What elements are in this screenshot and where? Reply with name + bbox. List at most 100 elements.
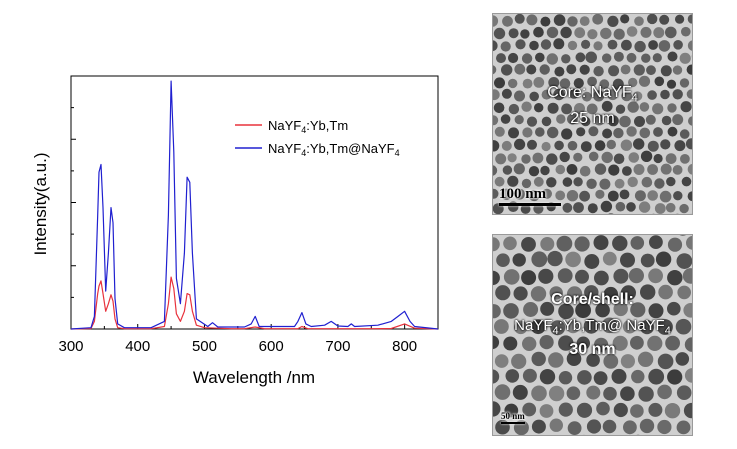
tem-core-title-text: Core: NaYF xyxy=(547,84,632,101)
nanoparticle xyxy=(493,27,506,40)
nanoparticle xyxy=(634,116,645,127)
nanoparticle xyxy=(620,64,631,75)
series-line-1 xyxy=(70,276,439,330)
nanoparticle xyxy=(633,164,645,175)
nanoparticle xyxy=(520,29,530,39)
tem-image-core: Core: NaYF4 25 nm 100 nm xyxy=(492,13,693,215)
nanoparticle xyxy=(508,28,519,39)
nanoparticle xyxy=(514,115,524,125)
nanoparticle xyxy=(567,113,578,125)
nanoparticle xyxy=(627,101,639,113)
nanoparticle xyxy=(539,335,554,350)
nanoparticle xyxy=(638,75,651,87)
nanoparticle xyxy=(493,89,500,101)
nanoparticle xyxy=(561,103,572,115)
nanoparticle xyxy=(494,384,511,400)
nanoparticle xyxy=(502,15,513,27)
nanoparticle xyxy=(514,90,525,102)
nanoparticle xyxy=(654,76,665,87)
nanoparticle xyxy=(549,286,563,300)
nanoparticle xyxy=(661,115,672,126)
nanoparticle xyxy=(613,153,625,165)
nanoparticle xyxy=(626,126,637,137)
nanoparticle xyxy=(511,353,527,369)
nanoparticle xyxy=(513,286,528,301)
nanoparticle xyxy=(667,270,683,286)
nanoparticle xyxy=(494,319,509,334)
nanoparticle xyxy=(567,140,578,151)
nanoparticle xyxy=(688,116,692,126)
nanoparticle xyxy=(575,269,589,284)
legend-label-1: NaYF4:Yb,Tm xyxy=(268,118,348,135)
tem-core-title-subscript: 4 xyxy=(631,92,638,105)
series-lines xyxy=(70,80,439,330)
nanoparticle xyxy=(522,78,533,89)
nanoparticle xyxy=(493,65,497,75)
nanoparticle xyxy=(494,176,505,187)
nanoparticle xyxy=(540,16,551,27)
nanoparticle xyxy=(493,188,499,199)
nanoparticle xyxy=(560,26,572,39)
nanoparticle xyxy=(554,140,564,151)
nanoparticle xyxy=(654,178,665,189)
nanoparticle xyxy=(649,235,663,249)
nanoparticle xyxy=(522,127,533,138)
nanoparticle xyxy=(493,401,501,417)
nanoparticle xyxy=(595,302,610,318)
nanoparticle xyxy=(566,190,579,202)
nanoparticle xyxy=(638,201,651,213)
nanoparticle xyxy=(665,335,680,351)
nanoparticle xyxy=(521,237,536,252)
nanoparticle xyxy=(535,52,545,63)
nanoparticle xyxy=(608,213,614,214)
nanoparticle xyxy=(535,127,545,137)
tem-shell-composition: NaYF4:Yb,Tm@ NaYF4 xyxy=(493,317,692,337)
nanoparticle xyxy=(686,89,692,99)
nanoparticle xyxy=(532,152,544,164)
nanoparticle xyxy=(521,154,531,164)
nanoparticle xyxy=(494,77,505,89)
nanoparticle xyxy=(647,164,658,175)
nanoparticle xyxy=(580,141,592,152)
nanoparticle xyxy=(612,235,628,251)
nanoparticle xyxy=(540,237,555,251)
x-axis-label: Wavelength /nm xyxy=(193,368,315,387)
nanoparticle xyxy=(579,64,590,75)
nanoparticle xyxy=(611,368,627,384)
nanoparticle xyxy=(531,419,546,434)
nanoparticle xyxy=(493,102,505,114)
nanoparticle xyxy=(539,404,554,418)
tem-core-title: Core: NaYF4 xyxy=(493,84,692,104)
nanoparticle xyxy=(576,127,586,137)
nanoparticle xyxy=(615,201,626,212)
nanoparticle xyxy=(555,190,566,201)
nanoparticle xyxy=(640,150,653,162)
nanoparticle xyxy=(574,27,586,39)
nanoparticle xyxy=(553,88,565,101)
nanoparticle xyxy=(687,40,692,51)
nanoparticle xyxy=(602,128,613,139)
nanoparticle xyxy=(527,139,537,150)
nanoparticle xyxy=(514,320,528,335)
emission-spectrum-chart: 300 400 500 600 700 800 Wavelength /nm Intens… xyxy=(31,75,439,387)
nanoparticle xyxy=(684,368,692,383)
nanoparticle xyxy=(526,64,537,75)
nanoparticle xyxy=(660,139,671,150)
tem-particles-core-shell xyxy=(493,235,692,435)
nanoparticle xyxy=(576,336,590,350)
nanoparticle xyxy=(675,318,692,335)
nanoparticle xyxy=(501,140,512,151)
nanoparticle xyxy=(639,127,651,139)
nanoparticle xyxy=(493,140,500,152)
nanoparticle xyxy=(567,16,578,27)
nanoparticle xyxy=(547,250,563,267)
nanoparticle xyxy=(673,40,683,50)
nanoparticle xyxy=(620,354,635,369)
nanoparticle xyxy=(500,114,511,124)
nanoparticle xyxy=(674,140,686,152)
nanoparticle xyxy=(633,138,645,150)
nanoparticle xyxy=(567,421,582,435)
nanoparticle xyxy=(620,139,633,151)
nanoparticle xyxy=(585,51,597,64)
nanoparticle xyxy=(558,402,573,417)
